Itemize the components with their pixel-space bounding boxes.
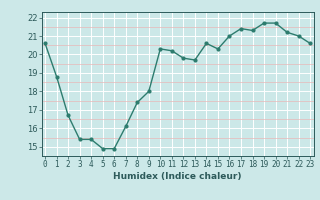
X-axis label: Humidex (Indice chaleur): Humidex (Indice chaleur) xyxy=(113,172,242,181)
